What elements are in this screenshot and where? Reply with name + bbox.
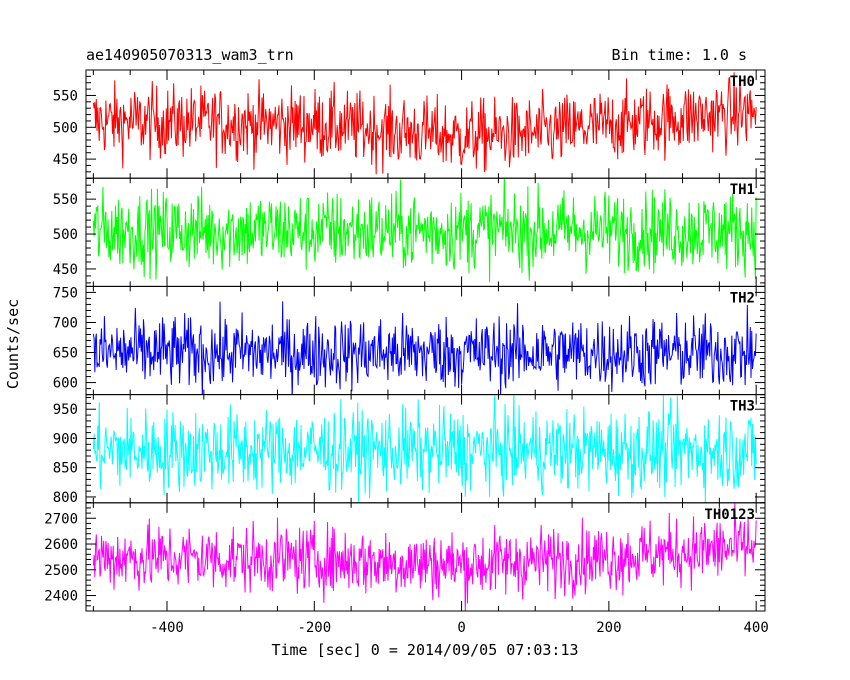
series-line-th3 xyxy=(92,394,757,503)
y-tick-label: 2400 xyxy=(44,589,78,605)
y-tick-label: 550 xyxy=(53,192,78,208)
y-tick-label: 450 xyxy=(53,152,78,168)
y-tick-label: 500 xyxy=(53,120,78,136)
panel-frame xyxy=(85,502,766,612)
panel-label: TH0123 xyxy=(704,507,755,523)
panels-group: 450 500 550 TH0 450 500 550 TH1 600 650 700 750 TH2 8… xyxy=(44,69,769,636)
x-tick-label: 0 xyxy=(457,620,465,636)
y-tick-label: 550 xyxy=(53,88,78,104)
x-tick-label: -200 xyxy=(297,620,331,636)
x-tick-label: 400 xyxy=(744,620,769,636)
panel-th2: 600 650 700 750 TH2 xyxy=(53,285,766,396)
y-tick-label: 650 xyxy=(53,346,78,362)
panel-label: TH2 xyxy=(730,290,755,306)
y-tick-label: 2500 xyxy=(44,563,78,579)
y-tick-label: 900 xyxy=(53,431,78,447)
x-tick-label: -400 xyxy=(150,620,184,636)
bin-time-label: Bin time: 1.0 s xyxy=(612,46,747,64)
y-tick-label: 850 xyxy=(53,461,78,477)
series-line-th1 xyxy=(92,178,757,283)
panel-th0: 450 500 550 TH0 xyxy=(53,69,766,179)
y-tick-label: 750 xyxy=(53,285,78,301)
series-line-th0123 xyxy=(92,502,757,611)
panel-th0123: 2400 2500 2600 2700 TH0123 xyxy=(44,502,766,612)
chart-title: ae140905070313_wam3_trn xyxy=(86,46,294,64)
y-tick-label: 2600 xyxy=(44,537,78,553)
y-tick-label: 600 xyxy=(53,376,78,392)
y-tick-label: 450 xyxy=(53,262,78,278)
x-tick-label: 200 xyxy=(596,620,621,636)
y-tick-label: 2700 xyxy=(44,511,78,527)
y-tick-label: 800 xyxy=(53,490,78,506)
y-tick-label: 500 xyxy=(53,227,78,243)
series-line-th0 xyxy=(92,72,757,175)
panel-th3: 800 850 900 950 TH3 xyxy=(53,394,766,506)
y-tick-label: 700 xyxy=(53,315,78,331)
series-line-th2 xyxy=(92,301,757,395)
y-axis-label: Counts/sec xyxy=(4,299,22,389)
panel-th1: 450 500 550 TH1 xyxy=(53,177,766,287)
panel-label: TH1 xyxy=(730,182,755,198)
panel-label: TH0 xyxy=(730,74,755,90)
y-tick-label: 950 xyxy=(53,402,78,418)
x-axis-label: Time [sec] 0 = 2014/09/05 07:03:13 xyxy=(271,641,578,659)
panel-label: TH3 xyxy=(730,399,755,415)
